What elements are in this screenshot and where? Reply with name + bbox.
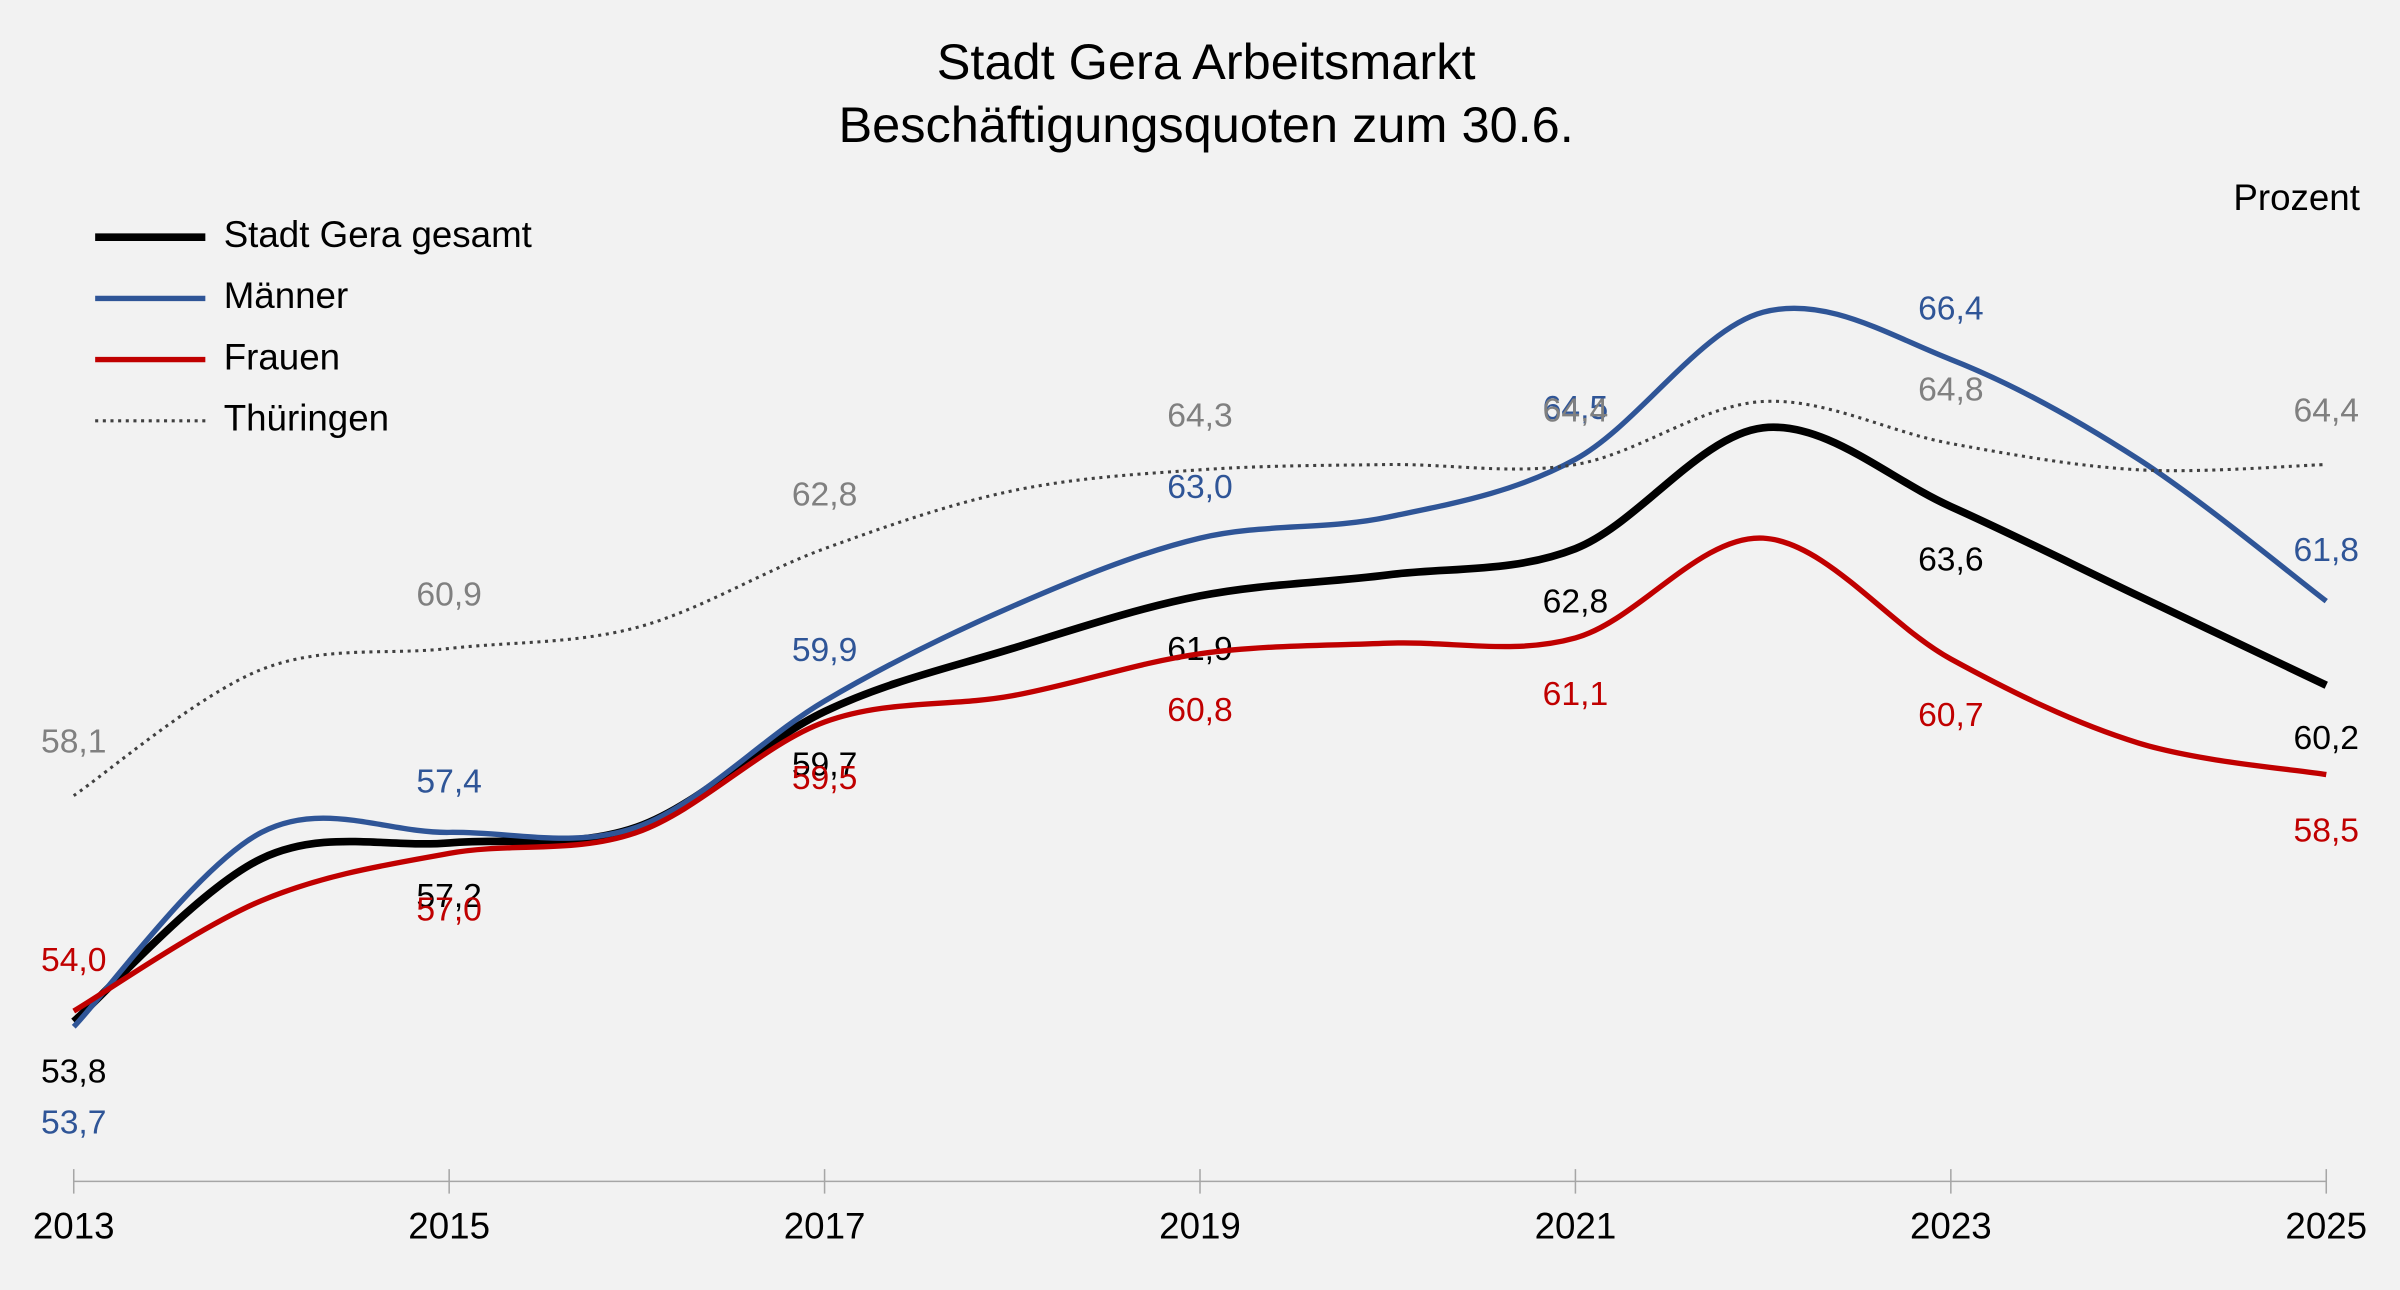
data-label: 57,4	[416, 763, 482, 800]
data-label: 61,8	[2294, 532, 2360, 569]
series-line	[72, 535, 2327, 1014]
x-tick-label: 2013	[33, 1205, 115, 1246]
data-label: 62,8	[1543, 584, 1609, 621]
x-tick-label: 2023	[1910, 1205, 1992, 1246]
data-label: 58,5	[2294, 813, 2360, 850]
x-tick-label: 2015	[408, 1205, 490, 1246]
legend-label: Thüringen	[224, 398, 389, 439]
y-axis-label: Prozent	[2233, 177, 2360, 218]
series-line	[72, 399, 2327, 797]
data-label: 59,9	[792, 632, 858, 669]
data-label: 63,0	[1167, 469, 1233, 506]
series-line	[71, 305, 2328, 1029]
data-label: 64,5	[1543, 390, 1609, 427]
data-label: 53,8	[41, 1053, 107, 1090]
data-label: 59,5	[792, 760, 858, 797]
data-label: 60,9	[416, 576, 482, 613]
data-label: 64,8	[1918, 371, 1984, 408]
chart-subtitle: Beschäftigungsquoten zum 30.6.	[838, 96, 1573, 153]
data-label: 57,0	[416, 891, 482, 928]
data-label: 64,4	[1543, 392, 1609, 429]
data-label: 53,7	[41, 1105, 107, 1142]
data-label: 61,1	[1543, 676, 1609, 713]
data-label: 64,4	[2294, 392, 2360, 429]
data-label: 64,3	[1167, 398, 1233, 435]
data-label: 60,8	[1167, 692, 1233, 729]
data-label: 62,8	[792, 476, 858, 513]
data-label: 58,1	[41, 723, 107, 760]
data-label: 57,2	[416, 878, 482, 915]
data-label: 66,4	[1918, 290, 1984, 327]
x-tick-label: 2017	[784, 1205, 866, 1246]
data-label: 59,7	[792, 747, 858, 784]
data-label: 60,7	[1918, 697, 1984, 734]
legend-label: Frauen	[224, 336, 340, 377]
data-label: 54,0	[41, 942, 107, 979]
x-tick-label: 2025	[2285, 1205, 2367, 1246]
chart-title: Stadt Gera Arbeitsmarkt	[937, 33, 1476, 90]
legend-label: Stadt Gera gesamt	[224, 214, 532, 255]
series-line	[71, 423, 2328, 1025]
x-tick-label: 2021	[1535, 1205, 1617, 1246]
data-label: 60,2	[2294, 720, 2360, 757]
data-label: 63,6	[1918, 542, 1984, 579]
x-tick-label: 2019	[1159, 1205, 1241, 1246]
legend-label: Männer	[224, 275, 349, 316]
